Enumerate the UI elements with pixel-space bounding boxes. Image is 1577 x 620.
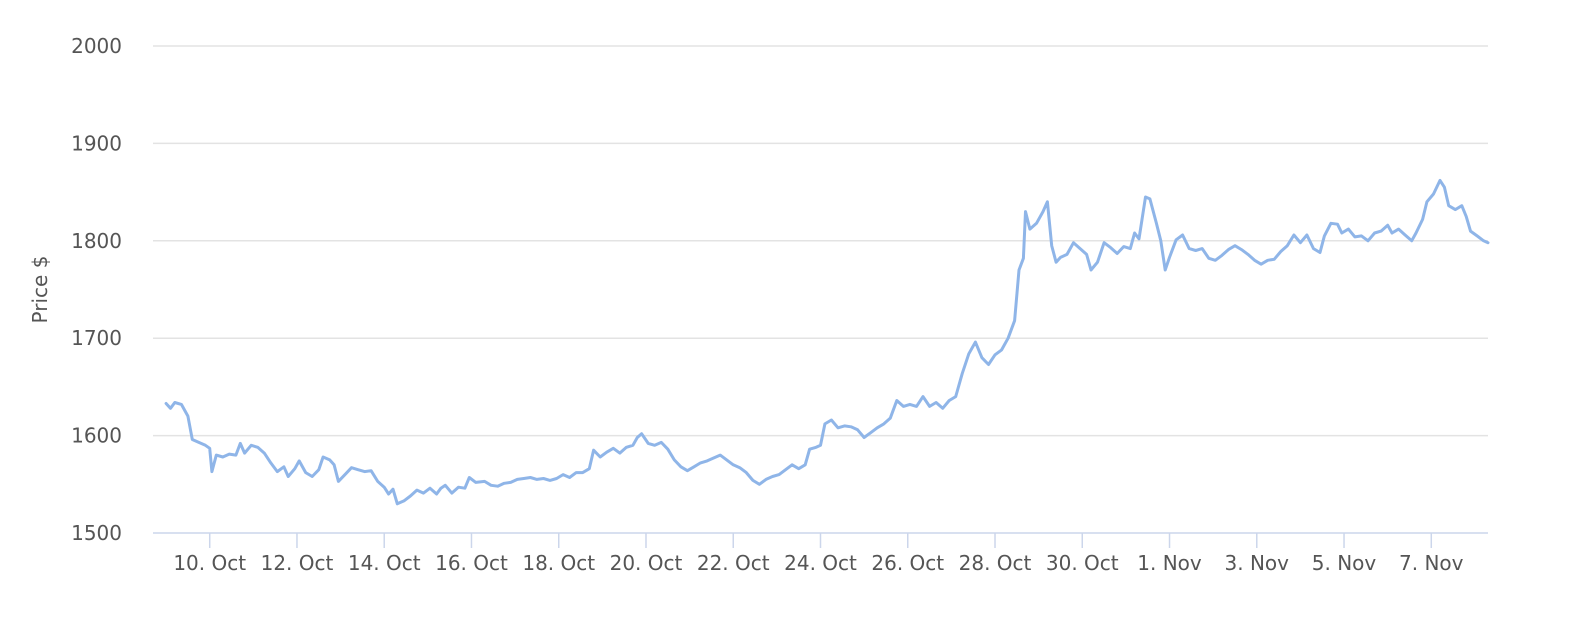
x-axis: 10. Oct 12. Oct 14. Oct 16. Oct 18. Oct 20. O…	[153, 532, 1488, 575]
x-tick-label: 3. Nov	[1225, 551, 1290, 575]
x-tick-label: 14. Oct	[348, 551, 421, 575]
x-tick-label: 18. Oct	[522, 551, 595, 575]
price-series-line	[164, 178, 1490, 506]
x-tick-label: 1. Nov	[1137, 551, 1202, 575]
y-tick-label: 1700	[71, 326, 122, 350]
x-tick-label: 20. Oct	[610, 551, 683, 575]
y-axis-title: Price $	[28, 256, 52, 324]
x-tick-label: 5. Nov	[1312, 551, 1377, 575]
y-tick-label: 1900	[71, 131, 122, 155]
x-tick-label: 16. Oct	[435, 551, 508, 575]
x-tick-label: 24. Oct	[784, 551, 857, 575]
x-tick-label: 26. Oct	[871, 551, 944, 575]
x-tick-label: 12. Oct	[261, 551, 334, 575]
x-tick-label: 10. Oct	[173, 551, 246, 575]
y-tick-label: 2000	[71, 34, 122, 58]
y-tick-label: 1800	[71, 229, 122, 253]
x-tick-label: 30. Oct	[1046, 551, 1119, 575]
x-tick-label: 7. Nov	[1399, 551, 1464, 575]
x-tick-label: 28. Oct	[959, 551, 1032, 575]
y-axis: 1500 1600 1700 1800 1900 2000	[71, 34, 122, 545]
y-tick-label: 1600	[71, 424, 122, 448]
x-tick-label: 22. Oct	[697, 551, 770, 575]
gridlines	[153, 45, 1488, 437]
y-tick-label: 1500	[71, 521, 122, 545]
